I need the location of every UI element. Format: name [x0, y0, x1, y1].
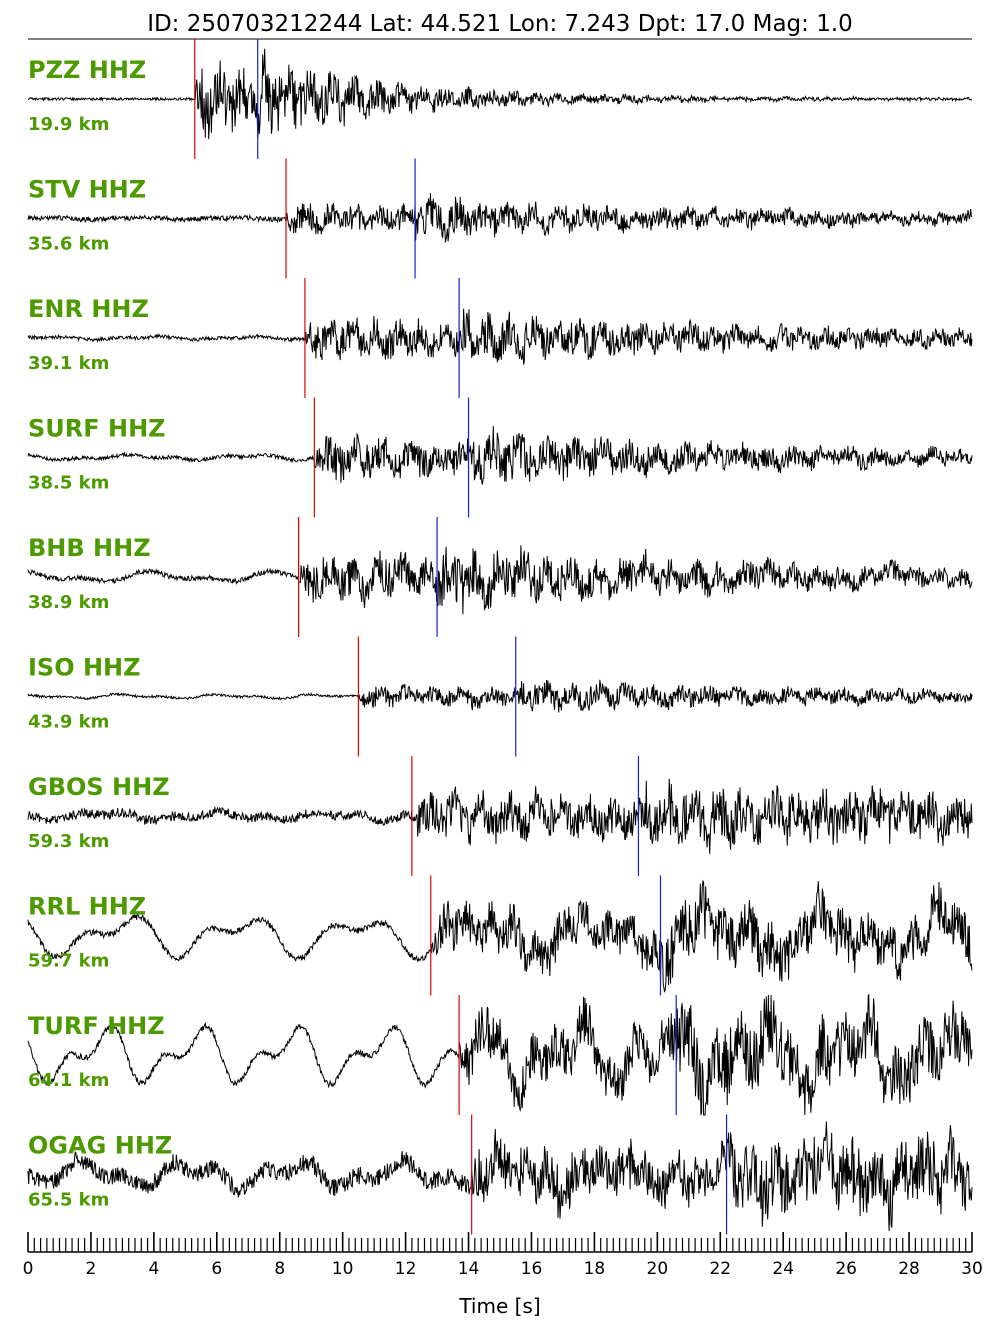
- distance-label: 59.3 km: [28, 831, 109, 852]
- distance-label: 59.7 km: [28, 951, 109, 972]
- distance-label: 39.1 km: [28, 353, 109, 374]
- distance-label: 43.9 km: [28, 712, 109, 733]
- waveform-line: [27, 426, 973, 485]
- distance-label: 38.9 km: [28, 592, 109, 613]
- tick-label: 18: [584, 1259, 606, 1279]
- trace-panels: PZZ HHZ 19.9 km STV HHZ 35.6 km ENR HHZ 39.1 …: [27, 39, 973, 1235]
- tick-label: 22: [709, 1259, 731, 1279]
- trace-row: ISO HHZ 43.9 km: [27, 636, 973, 757]
- station-label: PZZ HHZ: [28, 56, 146, 84]
- station-label: ISO HHZ: [28, 654, 141, 682]
- tick-label: 24: [772, 1259, 794, 1279]
- station-label: ENR HHZ: [28, 295, 149, 323]
- trace-row: ENR HHZ 39.1 km: [27, 278, 973, 398]
- waveform-line: [28, 48, 973, 140]
- waveform-line: [27, 545, 973, 615]
- x-axis-label: Time [s]: [458, 1294, 540, 1318]
- distance-label: 65.5 km: [28, 1190, 109, 1211]
- waveform-line: [27, 879, 973, 993]
- station-label: STV HHZ: [28, 176, 146, 204]
- time-axis: 0 2 4 6 8 10 12 14 16 18 20 22 24 26 28 30: [23, 1232, 983, 1279]
- station-label: GBOS HHZ: [28, 773, 170, 801]
- trace-row: PZZ HHZ 19.9 km: [28, 39, 973, 159]
- waveform-line: [27, 193, 973, 243]
- tick-label: 14: [458, 1259, 480, 1279]
- station-label: TURF HHZ: [28, 1012, 165, 1040]
- tick-label: 12: [395, 1259, 417, 1279]
- trace-row: GBOS HHZ 59.3 km: [27, 756, 973, 876]
- tick-label: 8: [274, 1259, 285, 1279]
- tick-label: 30: [961, 1259, 983, 1279]
- tick-label: 10: [332, 1259, 354, 1279]
- station-label: RRL HHZ: [28, 893, 146, 921]
- waveform-line: [27, 778, 973, 854]
- trace-row: OGAG HHZ 65.5 km: [27, 1114, 973, 1235]
- distance-label: 19.9 km: [28, 114, 109, 135]
- trace-row: RRL HHZ 59.7 km: [27, 875, 973, 996]
- tick-label: 4: [148, 1259, 159, 1279]
- distance-label: 64.1 km: [28, 1070, 109, 1091]
- trace-row: TURF HHZ 64.1 km: [27, 993, 973, 1116]
- trace-row: SURF HHZ 38.5 km: [27, 397, 973, 518]
- chart-title: ID: 250703212244 Lat: 44.521 Lon: 7.243 …: [147, 11, 853, 37]
- station-label: SURF HHZ: [28, 415, 166, 443]
- tick-label: 28: [898, 1259, 920, 1279]
- tick-label: 20: [647, 1259, 669, 1279]
- station-label: OGAG HHZ: [28, 1132, 172, 1160]
- waveform-line: [27, 308, 973, 365]
- waveform-line: [27, 1121, 973, 1232]
- waveform-line: [27, 993, 973, 1116]
- tick-label: 26: [835, 1259, 857, 1279]
- tick-label: 0: [23, 1259, 34, 1279]
- tick-label: 6: [211, 1259, 222, 1279]
- tick-label: 16: [521, 1259, 543, 1279]
- distance-label: 38.5 km: [28, 473, 109, 494]
- tick-label: 2: [86, 1259, 97, 1279]
- distance-label: 35.6 km: [28, 234, 109, 255]
- waveform-line: [27, 679, 973, 713]
- trace-row: BHB HHZ 38.9 km: [27, 517, 973, 637]
- trace-row: STV HHZ 35.6 km: [27, 158, 973, 279]
- station-label: BHB HHZ: [28, 534, 151, 562]
